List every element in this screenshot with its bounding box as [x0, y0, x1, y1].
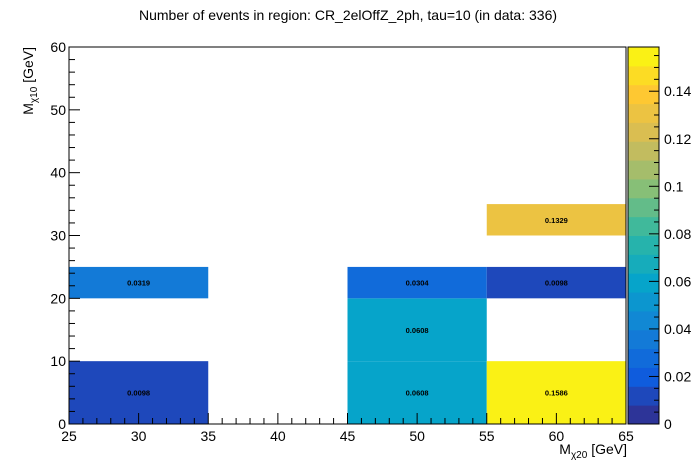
colorbar-tick-label: 0.1	[664, 178, 684, 194]
x-tick-label: 25	[61, 428, 77, 444]
y-tick-label: 60	[50, 39, 66, 55]
heatmap-cell	[486, 204, 626, 236]
heatmap-cell	[347, 298, 487, 362]
y-tick-label: 20	[50, 290, 66, 306]
colorbar-band	[628, 367, 659, 387]
colorbar-band	[628, 329, 659, 350]
x-tick-label: 35	[200, 428, 216, 444]
y-tick-label: 40	[50, 165, 66, 181]
cell-value-label: 0.0608	[406, 389, 429, 398]
cell-value-label: 0.0319	[127, 279, 150, 288]
y-tick-label: 30	[50, 228, 66, 244]
cells-layer	[69, 204, 626, 424]
y-axis: 0 10 20 30 40 50 60	[50, 39, 80, 432]
colorbar-band	[628, 386, 659, 406]
colorbar-band	[628, 273, 659, 293]
x-tick-label: 55	[479, 428, 495, 444]
cell-value-label: 0.1586	[545, 389, 568, 398]
cell-value-label: 0.0098	[545, 279, 568, 288]
colorbar-tick-label: 0.02	[664, 368, 691, 384]
colorbar-band	[628, 197, 659, 218]
colorbar-band	[628, 122, 659, 142]
x-tick-label: 45	[340, 428, 356, 444]
colorbar-band	[628, 348, 659, 368]
colorbar-frame	[627, 46, 660, 425]
x-tick-label: 65	[618, 428, 634, 444]
colorbar-band	[628, 65, 659, 86]
x-tick-label: 50	[409, 428, 425, 444]
x-tick-label: 30	[131, 428, 147, 444]
x-tick-label: 60	[549, 428, 565, 444]
colorbar-tick-label: 0	[664, 416, 672, 432]
colorbar-band	[628, 292, 659, 312]
colorbar-band	[628, 310, 659, 331]
colorbar-band	[628, 216, 659, 236]
colorbar-band	[628, 405, 659, 425]
y-axis-label: Mχ10 [GeV]	[20, 47, 40, 115]
x-tick-label: 40	[270, 428, 286, 444]
colorbar-band	[628, 103, 659, 123]
x-axis: 25 30 35 40 45 50 55 60 65	[61, 413, 634, 444]
cell-value-label: 0.0098	[127, 389, 150, 398]
cell-labels-layer: 0.0098 0.0319 0.0608 0.0608 0.0304 0.1586 0.00…	[127, 216, 568, 398]
heatmap-cell	[486, 266, 626, 299]
colorbar-tick-label: 0.12	[664, 131, 691, 147]
heatmap-cell	[347, 266, 487, 299]
y-tick-label: 50	[50, 102, 66, 118]
y-tick-label: 0	[58, 416, 66, 432]
colorbar-band	[628, 141, 659, 161]
cell-value-label: 0.1329	[545, 216, 568, 225]
colorbar-tick-label: 0.04	[664, 321, 691, 337]
chart-title: Number of events in region: CR_2elOffZ_2…	[138, 7, 558, 23]
colorbar-band	[628, 160, 659, 180]
heatmap-cell	[69, 266, 209, 299]
x-axis-label: Mχ20 [GeV]	[559, 441, 627, 461]
colorbar-tick-label: 0.08	[664, 226, 691, 242]
y-tick-label: 10	[50, 353, 66, 369]
cell-value-label: 0.0608	[406, 326, 429, 335]
colorbar-band	[628, 178, 659, 199]
colorbar-band	[628, 254, 659, 274]
colorbar: 0 0.02 0.04 0.06 0.08 0.1 0.12 0.14	[627, 46, 691, 432]
colorbar-tick-label: 0.06	[664, 273, 691, 289]
colorbar-band	[628, 47, 659, 67]
colorbar-tick-label: 0.14	[664, 83, 691, 99]
colorbar-band	[628, 84, 659, 105]
colorbar-band	[628, 235, 659, 255]
cell-value-label: 0.0304	[406, 279, 430, 288]
